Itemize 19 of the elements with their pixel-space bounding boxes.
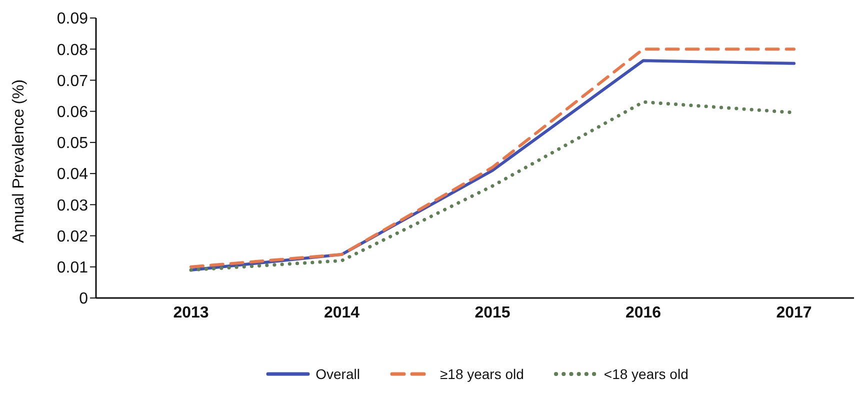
y-tick-label: 0.03 [56, 197, 88, 214]
y-axis-title: Annual Prevalence (%) [10, 79, 28, 243]
y-tick-label: 0.09 [56, 10, 88, 28]
y-tick-label: 0.02 [56, 228, 88, 246]
y-tick-label: 0.06 [56, 104, 88, 122]
y-tick-label: 0.04 [56, 166, 88, 184]
x-tick-label: 2016 [625, 304, 662, 322]
y-tick-label: 0.08 [56, 42, 88, 59]
y-tick-label: 0.05 [56, 135, 88, 152]
x-tick-label: 2013 [173, 304, 209, 322]
x-tick-label: 2017 [776, 304, 812, 322]
y-tick-label: 0 [79, 290, 88, 308]
legend-label: ≥18 years old [440, 366, 524, 382]
legend-label: Overall [316, 366, 360, 382]
x-tick-label: 2015 [474, 304, 510, 322]
x-tick-label: 2014 [324, 304, 360, 322]
y-tick-label: 0.01 [56, 260, 88, 277]
y-tick-label: 0.07 [56, 72, 88, 90]
legend-label: <18 years old [604, 366, 688, 382]
